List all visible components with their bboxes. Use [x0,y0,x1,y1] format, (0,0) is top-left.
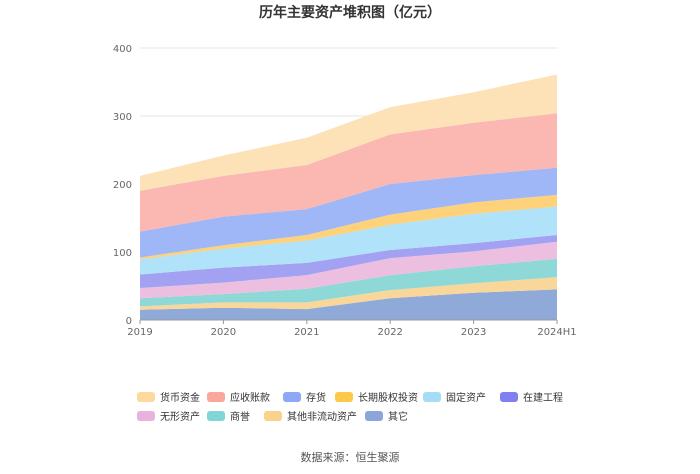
y-tick-label: 100 [113,248,132,259]
area-其它 [140,289,557,320]
x-tick-label: 2022 [377,327,402,338]
legend-label: 商誉 [230,410,250,423]
area-应收账款 [140,113,557,232]
legend-item-在建工程: 在建工程 [500,391,563,404]
legend-label: 其他非流动资产 [287,410,357,423]
area-货币资金 [140,74,557,191]
legend-item-无形资产: 无形资产 [137,410,200,423]
legend-swatch [500,392,518,402]
legend-label: 应收账款 [230,391,270,404]
x-tick-label: 2019 [127,327,152,338]
legend-item-商誉: 商誉 [207,410,250,423]
x-tick-label: 2021 [294,327,319,338]
area-长期股权投资 [140,194,557,260]
data-source: 数据来源：恒生聚源 [301,450,400,464]
legend-swatch [365,411,383,421]
chart-title: 历年主要资产堆积图（亿元） [259,4,441,21]
legend-item-存货: 存货 [283,391,326,404]
x-tick-label: 2024H1 [537,327,576,338]
legend-label: 其它 [388,410,408,423]
legend-item-其它: 其它 [365,410,408,423]
legend-label: 无形资产 [160,410,200,423]
legend-label: 长期股权投资 [358,391,418,404]
area-其他非流动资产 [140,277,557,310]
y-tick-label: 400 [113,44,132,55]
legend-item-长期股权投资: 长期股权投资 [335,391,418,404]
legend-swatch [137,411,155,421]
legend-swatch [137,392,155,402]
area-商誉 [140,258,557,307]
legend-swatch [283,392,301,402]
area-固定资产 [140,206,557,275]
x-tick-label: 2023 [461,327,486,338]
x-tick-label: 2020 [211,327,236,338]
area-series [140,74,557,320]
legend-label: 存货 [306,391,326,404]
legend-swatch [264,411,282,421]
legend-swatch [423,392,441,402]
area-在建工程 [140,235,557,289]
legend-swatch [207,411,225,421]
y-tick-label: 200 [113,180,132,191]
legend-label: 固定资产 [446,391,486,404]
legend-item-其他非流动资产: 其他非流动资产 [264,410,357,423]
y-tick-label: 300 [113,112,132,123]
legend-item-固定资产: 固定资产 [423,391,486,404]
legend-label: 在建工程 [523,391,563,404]
legend-item-应收账款: 应收账款 [207,391,270,404]
y-tick-label: 0 [126,316,132,327]
area-无形资产 [140,241,557,299]
legend-swatch [207,392,225,402]
legend-label: 货币资金 [160,391,200,404]
legend-item-货币资金: 货币资金 [137,391,200,404]
axes: 0 100 200 300 400 2019 2020 2021 2022 2023 2024H1 [113,44,577,338]
area-存货 [140,167,557,258]
legend-swatch [335,392,353,402]
